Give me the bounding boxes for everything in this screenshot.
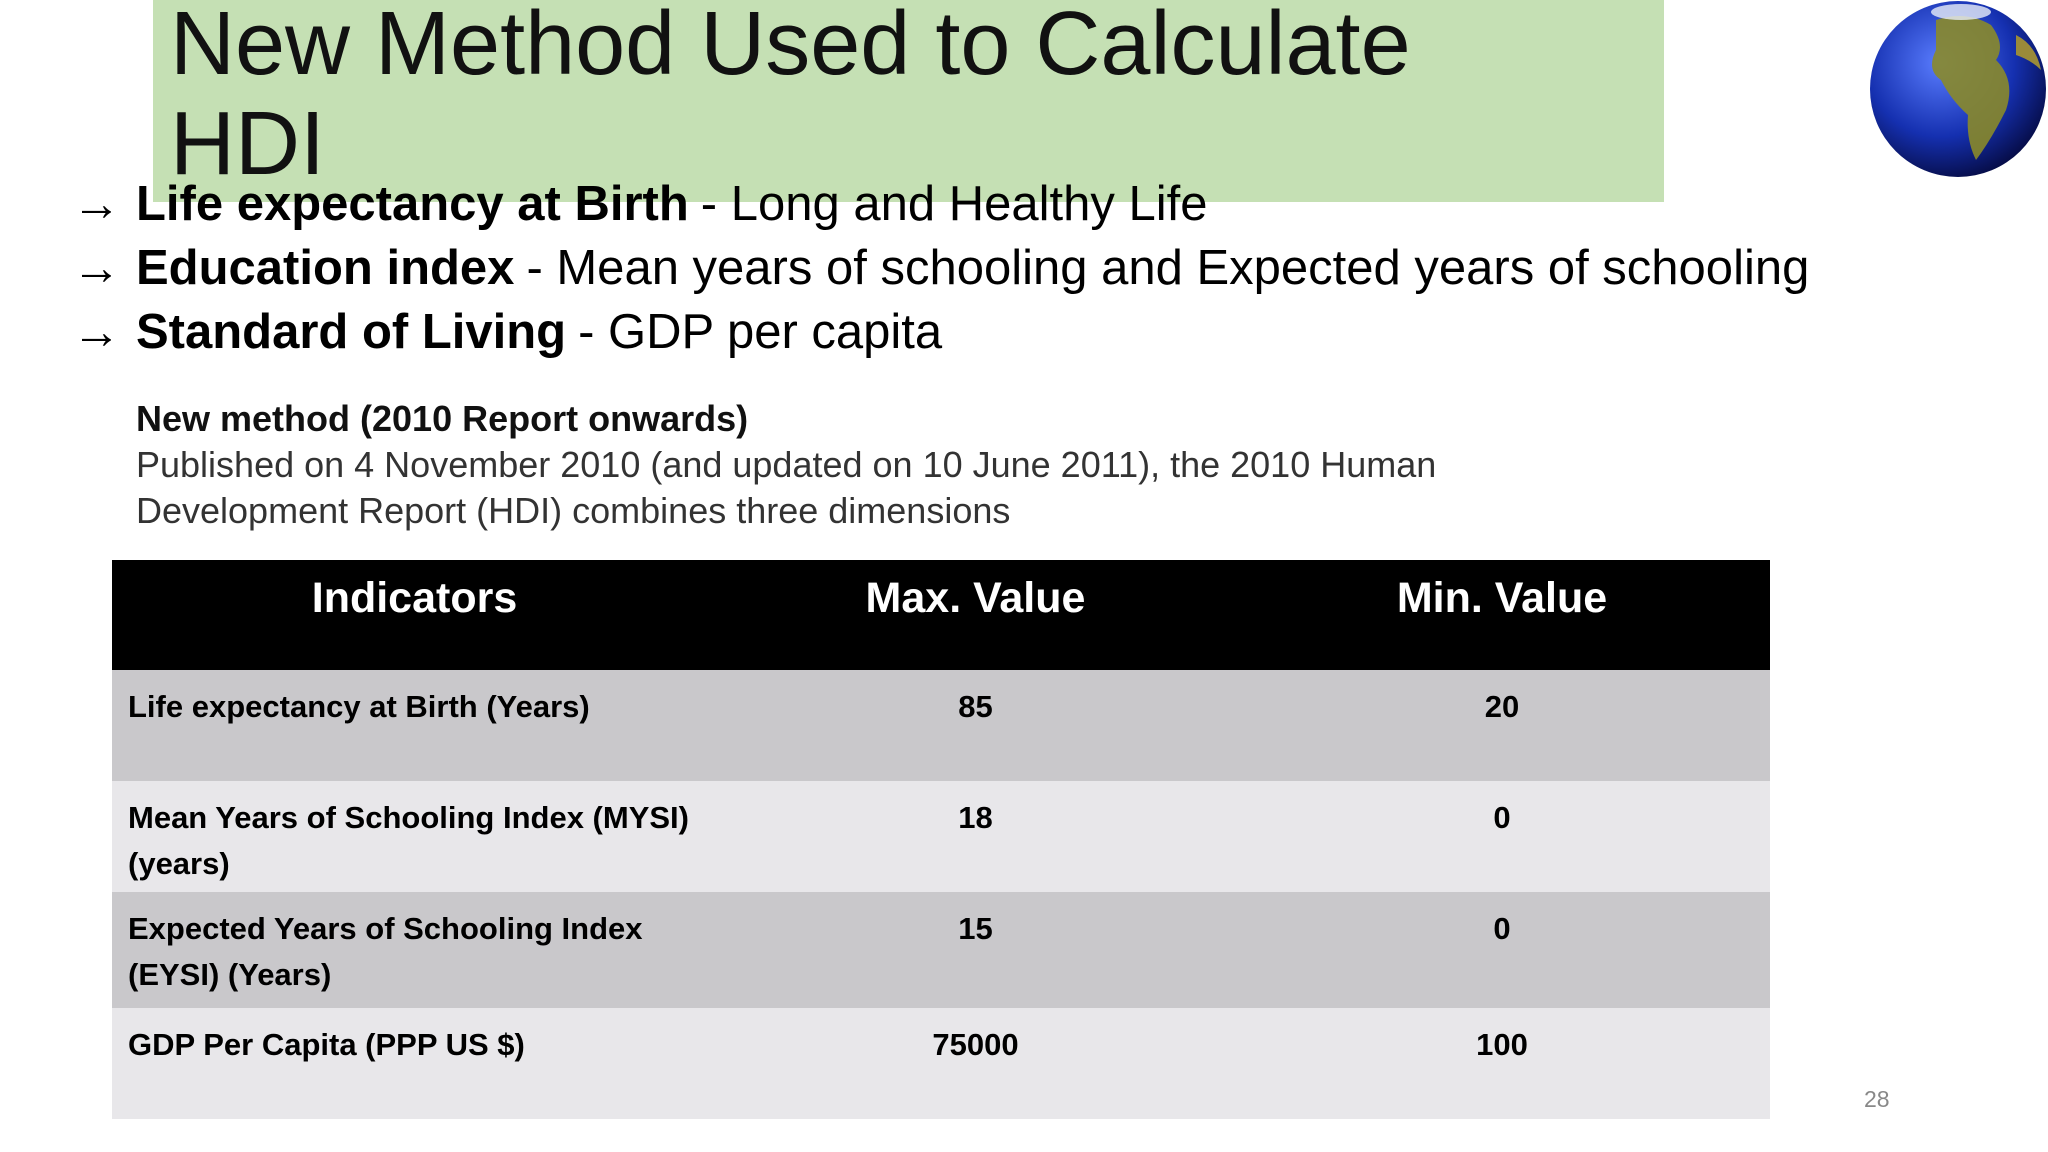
bullet-term: Education index xyxy=(136,241,515,295)
header-row: Indicators Max. Value Min. Value xyxy=(112,560,1770,670)
bullet-term: Life expectancy at Birth xyxy=(136,177,689,231)
title-box xyxy=(153,0,1664,202)
table-cell: 18 xyxy=(717,781,1234,892)
indicator-table: Indicators Max. Value Min. Value Life expec… xyxy=(112,560,1770,1119)
header-cell: Indicators xyxy=(112,560,717,670)
table-cell: Mean Years of Schooling Index (MYSI) (ye… xyxy=(112,781,717,892)
table-cell: Life expectancy at Birth (Years) xyxy=(112,670,717,781)
table-cell: 0 xyxy=(1234,781,1770,892)
header-cell: Min. Value xyxy=(1234,560,1770,670)
bullet-desc: - Long and Healthy Life xyxy=(700,177,1208,231)
bullet-marker: → xyxy=(72,241,121,295)
table-cell: 0 xyxy=(1234,892,1770,1008)
table-cell: 20 xyxy=(1234,670,1770,781)
table-cell: Expected Years of Schooling Index (EYSI)… xyxy=(112,892,717,1008)
page-number: 28 xyxy=(1864,1086,1890,1112)
bullet-desc: - Mean years of schooling and Expected y… xyxy=(526,241,1810,295)
note-line: Published on 4 November 2010 (and update… xyxy=(136,444,1437,485)
bullet-desc: - GDP per capita xyxy=(578,305,943,359)
bullet-term: Standard of Living xyxy=(136,305,567,359)
table-row: Expected Years of Schooling Index (EYSI)… xyxy=(112,892,1770,1008)
header-cell: Max. Value xyxy=(717,560,1234,670)
table-cell: 15 xyxy=(717,892,1234,1008)
table-cell: 85 xyxy=(717,670,1234,781)
note-line: Development Report (HDI) combines three … xyxy=(136,490,1011,531)
bullet: → Standard of Living - GDP per capita xyxy=(72,300,1809,364)
table-cell: 100 xyxy=(1234,1008,1770,1119)
bullet-marker: → xyxy=(72,177,121,231)
globe-icon xyxy=(1870,1,2046,177)
bullet: → Education index - Mean years of schoolin… xyxy=(72,236,1809,300)
table-cell: GDP Per Capita (PPP US $) xyxy=(112,1008,717,1119)
note: New method (2010 Report onwards) Publish… xyxy=(136,396,1436,534)
table-cell: 75000 xyxy=(717,1008,1234,1119)
note-body: Published on 4 November 2010 (and update… xyxy=(136,442,1436,534)
slide-title: New Method Used to Calculate HDI xyxy=(170,0,1411,194)
bullet-list: → Life expectancy at Birth - Long and Heal… xyxy=(72,172,1809,364)
table-row: Life expectancy at Birth (Years) 85 20 xyxy=(112,670,1770,781)
bullet-marker: → xyxy=(72,305,121,359)
table-row: GDP Per Capita (PPP US $) 75000 100 xyxy=(112,1008,1770,1119)
table-row: Mean Years of Schooling Index (MYSI) (ye… xyxy=(112,781,1770,892)
note-heading: New method (2010 Report onwards) xyxy=(136,398,749,439)
bullet: → Life expectancy at Birth - Long and Heal… xyxy=(72,172,1809,236)
